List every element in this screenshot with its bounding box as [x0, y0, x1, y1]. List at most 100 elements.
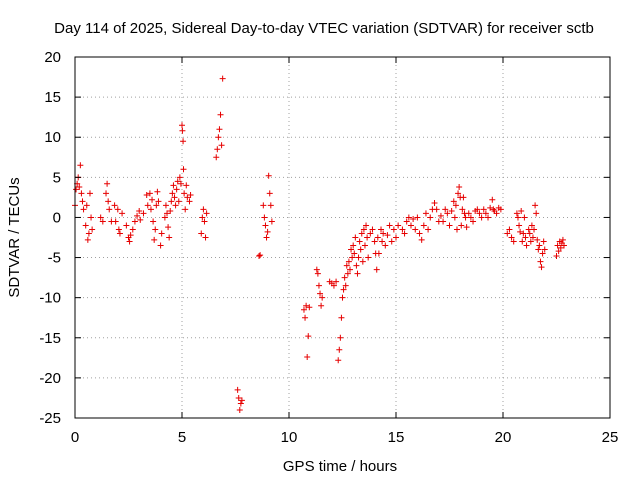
data-point — [150, 218, 157, 225]
data-point — [351, 250, 358, 257]
data-point — [119, 210, 126, 217]
x-tick-labels: 0 5 10 15 20 25 — [71, 429, 619, 446]
data-point — [174, 178, 181, 185]
data-point — [82, 222, 89, 229]
data-point — [134, 212, 141, 219]
y-tick-label: -25 — [39, 410, 61, 427]
data-point — [357, 246, 364, 253]
data-point — [462, 214, 469, 221]
data-point — [152, 226, 159, 233]
data-point — [184, 194, 191, 201]
data-point — [386, 222, 393, 229]
data-point — [333, 278, 340, 285]
data-point — [314, 270, 321, 277]
data-point — [330, 282, 337, 289]
data-point — [446, 222, 453, 229]
data-point — [305, 333, 312, 340]
data-point — [431, 200, 438, 207]
data-point — [371, 238, 378, 245]
x-tick-label: 0 — [71, 429, 79, 446]
data-point — [453, 226, 460, 233]
data-point — [342, 282, 349, 289]
data-point — [367, 230, 374, 237]
data-point — [442, 206, 449, 213]
data-point — [143, 191, 150, 198]
data-point — [78, 190, 85, 197]
data-point — [151, 236, 158, 243]
data-point — [349, 254, 356, 261]
data-point — [186, 198, 193, 205]
data-point — [149, 196, 156, 203]
data-point — [343, 262, 350, 269]
data-point — [380, 230, 387, 237]
data-point — [115, 226, 122, 233]
data-point — [99, 218, 106, 225]
data-point — [451, 214, 458, 221]
plot-frame — [74, 56, 611, 419]
data-point — [348, 246, 355, 253]
data-point — [364, 234, 371, 241]
data-point — [198, 230, 205, 237]
data-point — [219, 75, 226, 82]
data-point — [388, 238, 395, 245]
data-point — [73, 186, 80, 193]
data-point — [465, 210, 472, 217]
data-point — [319, 294, 326, 301]
axis-ticks — [74, 56, 611, 419]
data-point — [358, 230, 365, 237]
data-point — [527, 238, 534, 245]
data-point — [382, 242, 389, 249]
data-point — [414, 214, 421, 221]
data-point — [263, 234, 270, 241]
data-point — [410, 216, 417, 223]
x-tick-label: 10 — [281, 429, 298, 446]
y-tick-label: 0 — [53, 209, 61, 226]
data-point — [510, 238, 517, 245]
data-point — [467, 214, 474, 221]
x-tick-label: 5 — [178, 429, 186, 446]
data-point — [168, 198, 175, 205]
data-point — [187, 191, 194, 198]
data-point — [416, 230, 423, 237]
data-point — [203, 210, 210, 217]
data-point — [315, 282, 322, 289]
data-point — [538, 264, 545, 271]
data-point — [237, 400, 244, 407]
data-point — [261, 214, 268, 221]
data-point — [103, 190, 110, 197]
data-point — [525, 226, 532, 233]
data-point — [344, 270, 351, 277]
y-tick-label: 20 — [44, 49, 61, 66]
data-point — [144, 202, 151, 209]
data-point — [83, 202, 90, 209]
data-point — [354, 270, 361, 277]
y-tick-label: -15 — [39, 330, 61, 347]
data-point — [202, 234, 209, 241]
data-point — [77, 162, 84, 169]
data-point — [375, 250, 382, 257]
data-point — [356, 238, 363, 245]
data-point — [79, 198, 86, 205]
data-point — [106, 206, 113, 213]
data-point — [514, 214, 521, 221]
data-point — [215, 134, 222, 141]
data-point — [155, 198, 162, 205]
data-point — [339, 294, 346, 301]
data-point — [412, 226, 419, 233]
data-point — [346, 266, 353, 273]
data-point — [448, 208, 455, 215]
data-point — [200, 206, 207, 213]
data-point — [554, 242, 561, 249]
data-point — [506, 226, 513, 233]
data-point — [85, 230, 92, 237]
data-point — [167, 208, 174, 215]
data-point — [403, 218, 410, 225]
data-point — [304, 354, 311, 361]
data-point — [470, 218, 477, 225]
data-point — [338, 314, 345, 321]
data-point — [300, 306, 307, 313]
data-point — [384, 232, 391, 239]
data-point — [427, 214, 434, 221]
data-point — [516, 222, 523, 229]
data-point — [455, 190, 462, 197]
